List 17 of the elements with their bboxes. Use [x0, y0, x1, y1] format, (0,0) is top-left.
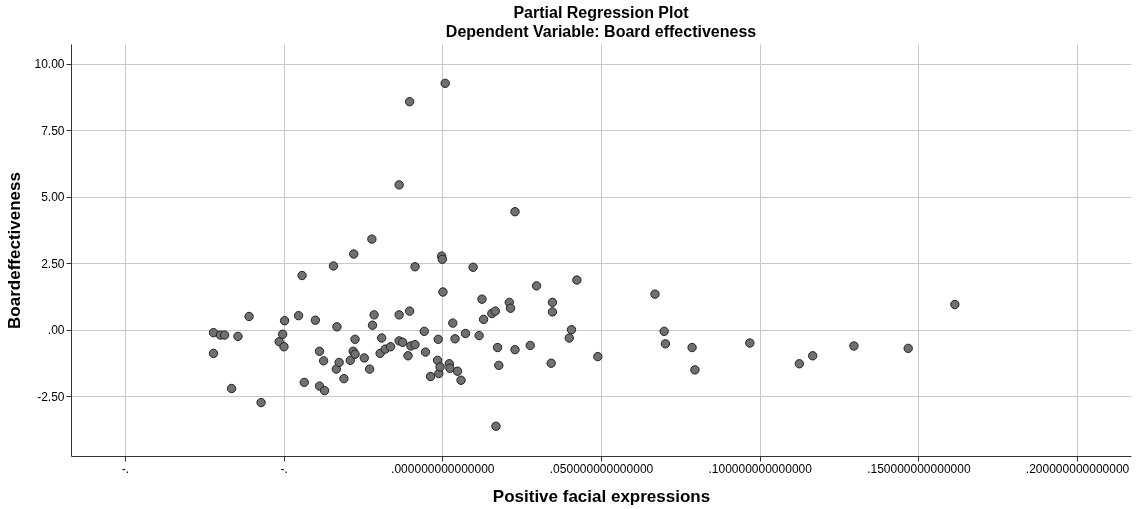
- x-tick-label: .100000000000000: [708, 461, 813, 476]
- x-tick-label: -.: [121, 461, 130, 476]
- y-tick-label: 10.00: [34, 57, 65, 72]
- y-tick-label: -2.50: [37, 389, 65, 404]
- chart-title: Partial Regression Plot: [513, 4, 690, 21]
- y-tick-label: .00: [47, 323, 65, 338]
- x-axis-title: Positive facial expressions: [492, 486, 711, 506]
- y-tick-label: 2.50: [41, 256, 65, 271]
- x-tick-label: .050000000000000: [549, 461, 654, 476]
- x-tick-label: .150000000000000: [867, 461, 971, 476]
- x-tick-label: -.: [280, 461, 288, 476]
- y-tick-label: 5.00: [41, 190, 65, 205]
- x-tick-label: .200000000000000: [1025, 461, 1130, 476]
- chart-subtitle: Dependent Variable: Board effectiveness: [445, 23, 757, 40]
- x-tick-label: .000000000000000: [391, 461, 495, 476]
- y-tick-label: 7.50: [41, 123, 65, 138]
- y-axis-title: Boardeffectiveness: [5, 172, 25, 329]
